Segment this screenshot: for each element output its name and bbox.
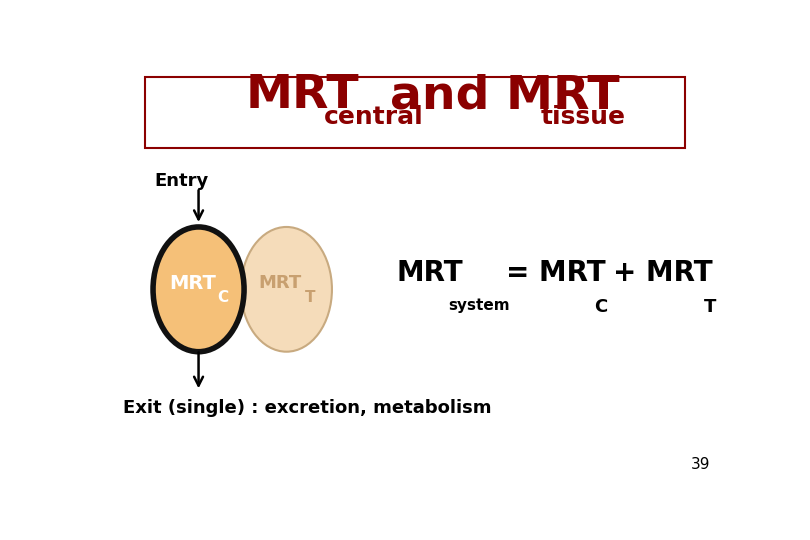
Text: MRT: MRT bbox=[396, 259, 463, 287]
Text: and MRT: and MRT bbox=[390, 73, 620, 118]
Text: = MRT: = MRT bbox=[506, 259, 606, 287]
FancyBboxPatch shape bbox=[145, 77, 685, 148]
Text: MRT: MRT bbox=[168, 274, 215, 293]
Text: tissue: tissue bbox=[541, 105, 625, 129]
Text: C: C bbox=[217, 290, 228, 305]
Text: + MRT: + MRT bbox=[613, 259, 713, 287]
Text: 39: 39 bbox=[691, 457, 710, 472]
Text: C: C bbox=[594, 298, 608, 316]
Text: MRT: MRT bbox=[245, 73, 360, 118]
Text: Exit (single) : excretion, metabolism: Exit (single) : excretion, metabolism bbox=[123, 399, 492, 417]
Ellipse shape bbox=[153, 227, 244, 352]
Text: system: system bbox=[448, 298, 509, 313]
Text: MRT: MRT bbox=[258, 274, 302, 292]
Text: T: T bbox=[704, 298, 716, 316]
Text: T: T bbox=[305, 290, 316, 305]
Text: Entry: Entry bbox=[155, 172, 209, 190]
Ellipse shape bbox=[241, 227, 332, 352]
Text: central: central bbox=[324, 105, 424, 129]
